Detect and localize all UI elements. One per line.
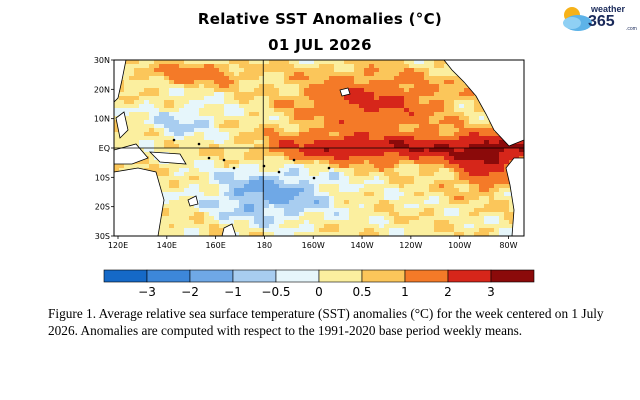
color-scale-box — [404, 269, 449, 283]
island-9 — [197, 142, 201, 146]
weather365-logo: weather 365 .com — [558, 4, 638, 34]
island-0 — [207, 156, 211, 160]
land-5 — [148, 151, 187, 165]
color-scale-labels: −3 −2 −1 −0.5 0 0.5 1 2 3 — [138, 285, 495, 298]
island-4 — [277, 170, 281, 174]
color-scale-label: 2 — [444, 285, 452, 298]
lat-label: EQ — [99, 144, 110, 153]
lat-label: 10S — [95, 173, 110, 182]
lon-label: 120E — [108, 241, 128, 250]
color-scale-label: −1 — [224, 285, 242, 298]
color-scale-label: 0.5 — [352, 285, 371, 298]
lon-label: 160W — [302, 241, 325, 250]
color-scale-label: −3 — [138, 285, 156, 298]
lon-label: 100W — [448, 241, 471, 250]
color-scale-box — [318, 269, 363, 283]
logo-top-text: weather — [591, 4, 626, 14]
color-scale-boxes — [103, 269, 535, 283]
land-3 — [115, 111, 129, 139]
color-scale-label: −0.5 — [261, 285, 290, 298]
lat-label: 30N — [94, 56, 110, 65]
island-8 — [172, 138, 176, 142]
color-scale-box — [275, 269, 320, 283]
lat-label: 10N — [94, 115, 110, 124]
figure-caption: Figure 1. Average relative sea surface t… — [48, 306, 604, 338]
color-scale: −3 −2 −1 −0.5 0 0.5 1 2 3 — [103, 269, 535, 298]
land-8 — [339, 87, 351, 97]
color-scale-label: 3 — [487, 285, 495, 298]
color-scale-box — [361, 269, 406, 283]
lon-label: 160E — [205, 241, 225, 250]
color-scale-box — [490, 269, 535, 283]
color-scale-label: 0 — [315, 285, 323, 298]
island-5 — [292, 158, 296, 162]
lon-label: 120W — [399, 241, 422, 250]
island-6 — [312, 176, 316, 180]
land-6 — [113, 167, 165, 237]
color-scale-label: −2 — [181, 285, 199, 298]
logo-main-text: 365 — [588, 13, 615, 30]
color-scale-box — [103, 269, 148, 283]
lon-label: 140E — [157, 241, 177, 250]
lat-label: 30S — [95, 232, 110, 241]
island-2 — [232, 166, 236, 170]
island-7 — [327, 166, 331, 170]
map-title: Relative SST Anomalies (°C) — [197, 10, 443, 28]
island-1 — [222, 158, 226, 162]
color-scale-box — [447, 269, 492, 283]
color-scale-box — [189, 269, 234, 283]
color-scale-label: 1 — [401, 285, 409, 298]
color-scale-box — [146, 269, 191, 283]
color-scale-box — [232, 269, 277, 283]
land-7 — [187, 195, 199, 207]
lat-label: 20N — [94, 85, 110, 94]
lat-label: 20S — [95, 203, 110, 212]
lon-label: 80W — [499, 241, 517, 250]
sst-map: 30N 20N 10N EQ 10S 20S 30S 120E 140E 160E 180 160W… — [94, 56, 525, 250]
lon-label: 180 — [257, 241, 272, 250]
logo-suffix-text: .com — [626, 26, 637, 32]
reference-lines — [114, 60, 524, 236]
map-date: 01 JUL 2026 — [268, 36, 372, 54]
latitude-labels: 30N 20N 10N EQ 10S 20S 30S — [94, 56, 114, 241]
lon-label: 140W — [350, 241, 373, 250]
longitude-labels: 120E 140E 160E 180 160W 140W 120W 100W 80W — [108, 236, 518, 250]
